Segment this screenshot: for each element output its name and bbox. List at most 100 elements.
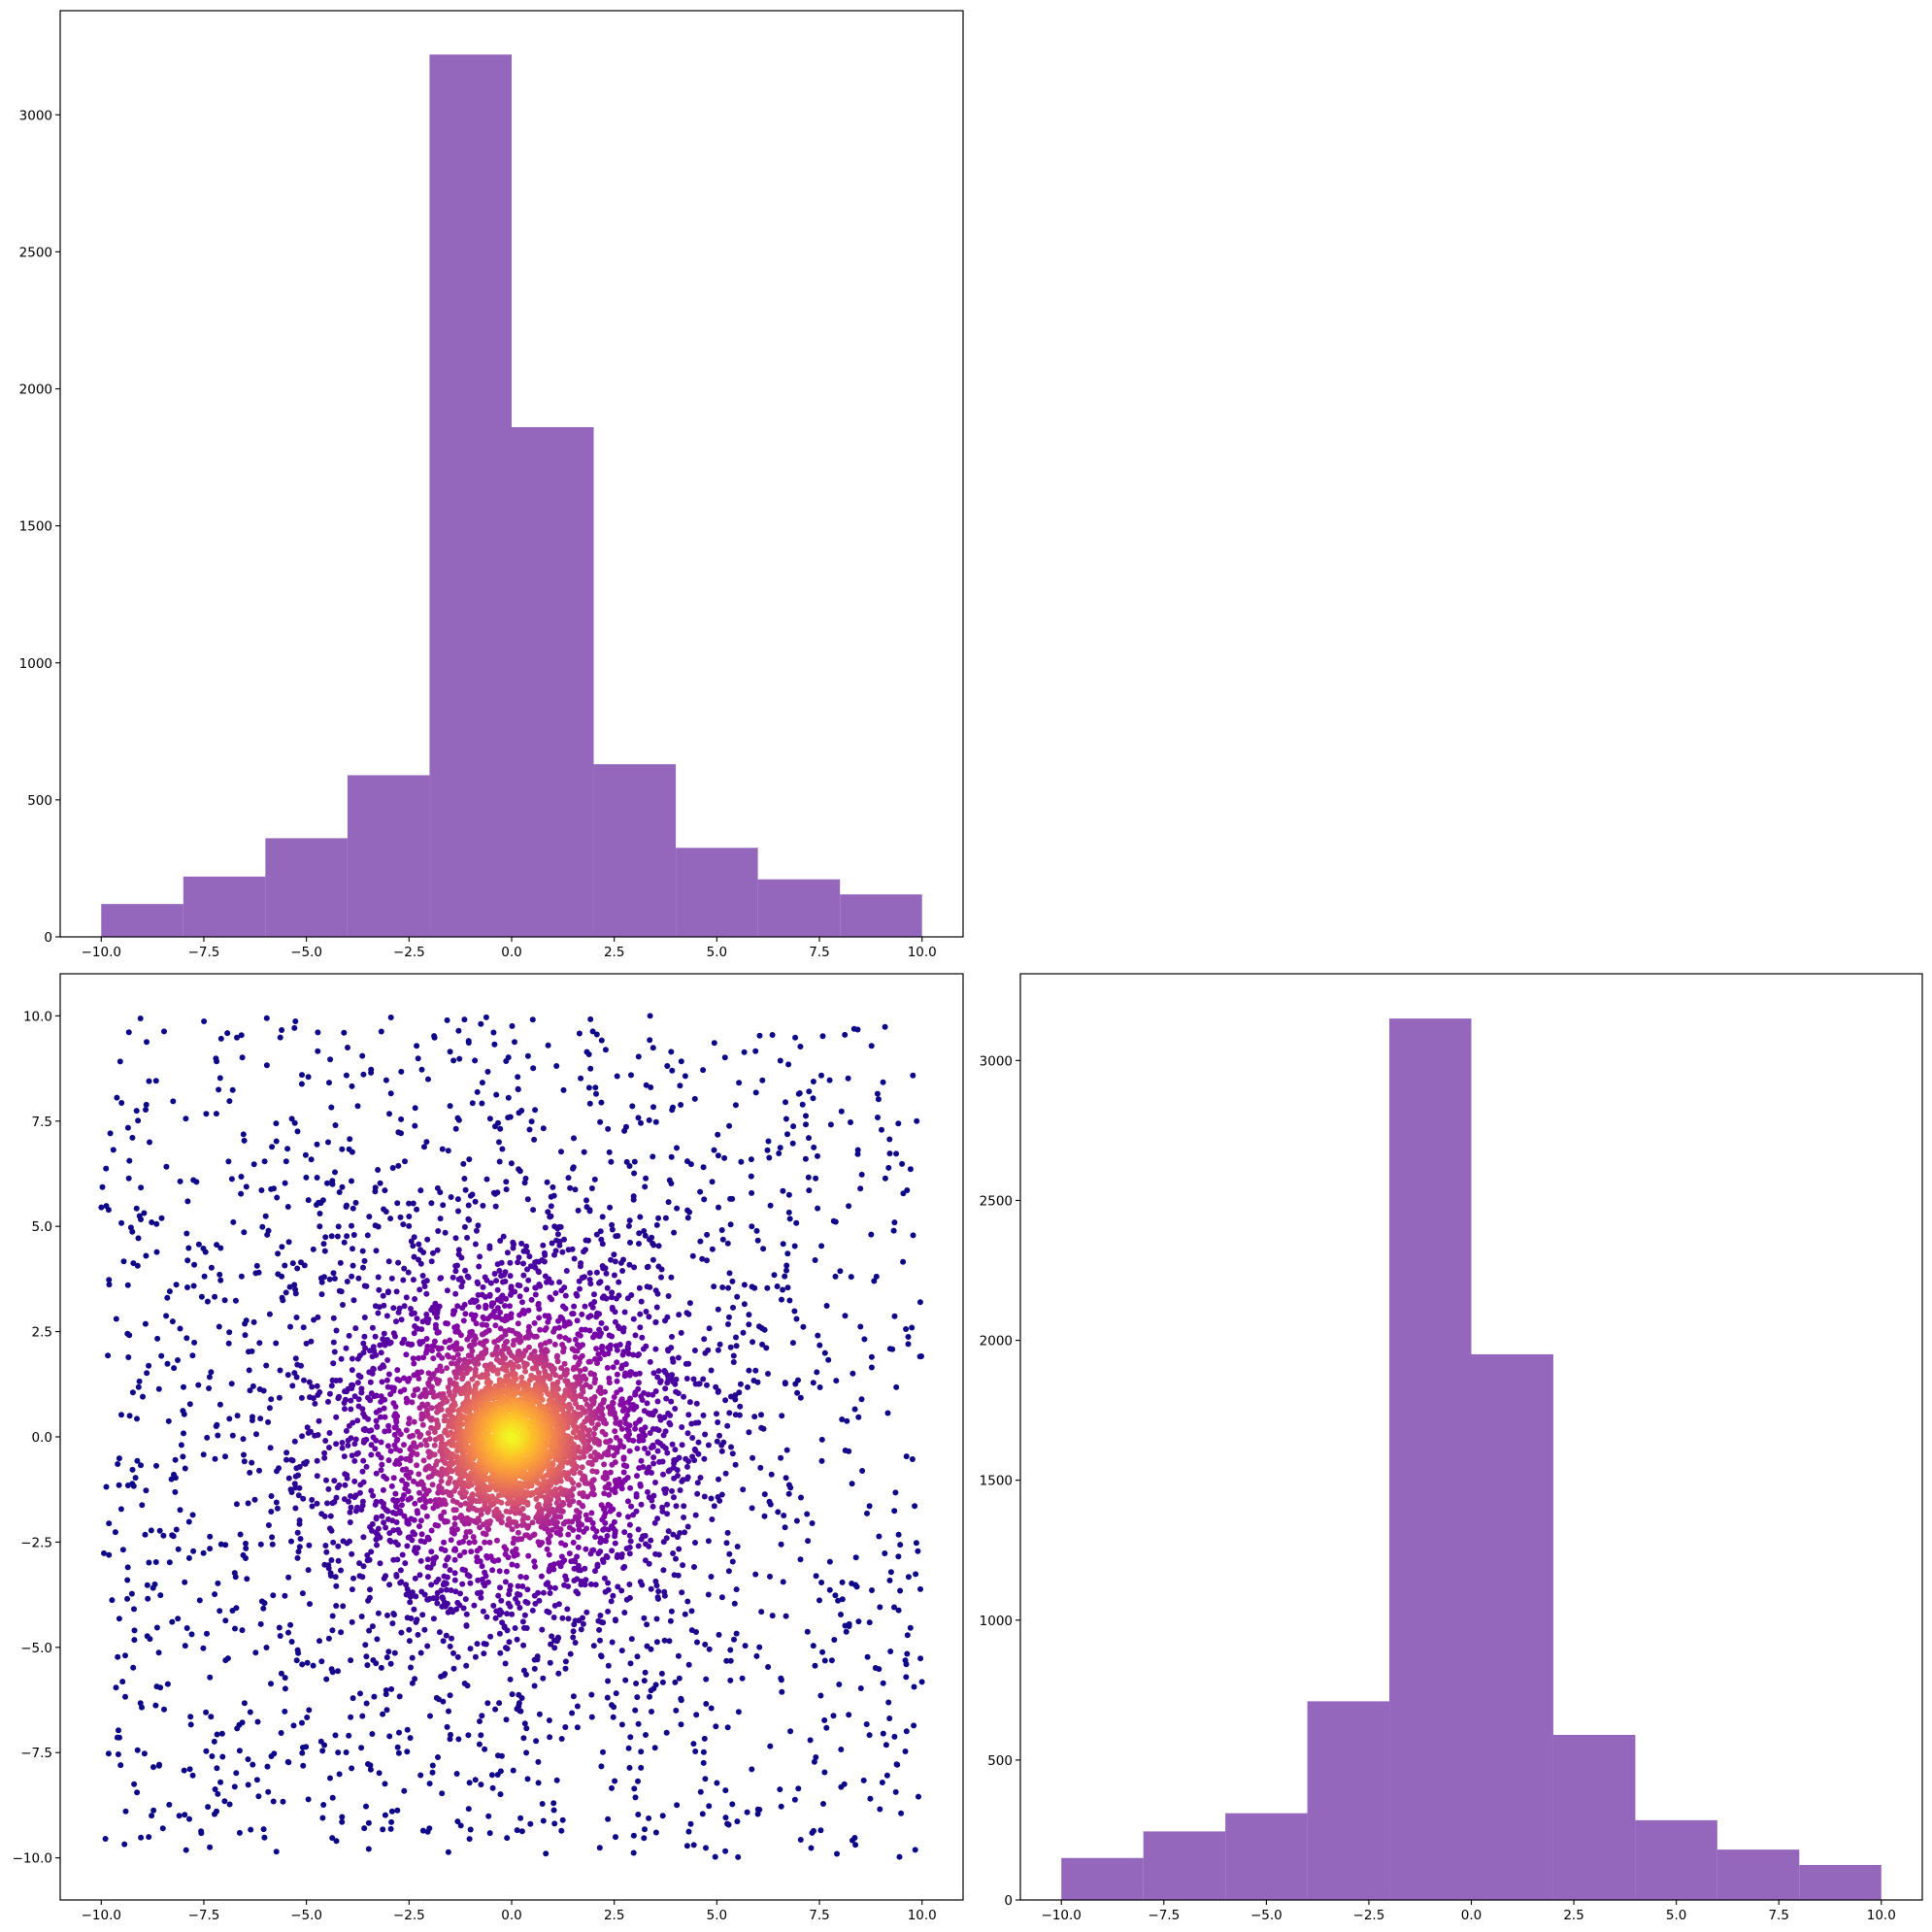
scatter-point	[825, 1356, 832, 1363]
scatter-point	[394, 1807, 401, 1814]
scatter-point	[516, 1282, 523, 1289]
scatter-point	[427, 1498, 434, 1504]
scatter-point	[545, 1318, 551, 1325]
scatter-point	[287, 1621, 294, 1628]
scatter-point	[369, 1370, 376, 1377]
scatter-point	[234, 1413, 241, 1419]
scatter-point	[663, 1395, 670, 1402]
scatter-point	[177, 1325, 183, 1332]
scatter-point	[507, 1303, 513, 1310]
scatter-point	[524, 1196, 531, 1203]
scatter-point	[364, 1552, 371, 1558]
scatter-point	[904, 1632, 911, 1639]
scatter-point	[424, 1643, 431, 1649]
scatter-point	[140, 1393, 146, 1400]
scatter-point	[135, 1383, 142, 1390]
scatter-point	[472, 1653, 479, 1660]
scatter-point	[418, 1531, 425, 1538]
scatter-point	[461, 1176, 468, 1182]
scatter-point	[226, 1098, 233, 1105]
scatter-point	[328, 1104, 335, 1111]
scatter-point	[577, 1490, 583, 1497]
scatter-point	[225, 1340, 232, 1347]
scatter-point	[387, 1538, 394, 1545]
scatter-point	[266, 1405, 273, 1412]
scatter-point	[589, 1468, 596, 1475]
scatter-point	[439, 1594, 446, 1601]
scatter-point	[638, 1501, 645, 1508]
scatter-point	[609, 1461, 616, 1468]
histogram-top-x-tick-label: 7.5	[809, 945, 829, 960]
scatter-point	[823, 1303, 830, 1309]
scatter-point	[662, 1215, 669, 1221]
scatter-point	[912, 1847, 918, 1853]
scatter-point	[134, 1789, 141, 1796]
scatter-point	[647, 1013, 653, 1019]
scatter-point	[451, 1577, 458, 1583]
scatter-point	[783, 1475, 789, 1482]
scatter-point	[674, 1802, 681, 1809]
scatter-point	[216, 1323, 222, 1330]
scatter-point	[618, 1551, 625, 1557]
scatter-point	[590, 1430, 597, 1437]
scatter-point	[612, 1477, 618, 1483]
scatter-point	[913, 1540, 919, 1547]
scatter-point	[293, 1657, 300, 1664]
scatter-point	[131, 1606, 137, 1613]
scatter-point	[735, 1709, 742, 1715]
scatter-point	[437, 1275, 444, 1282]
scatter-point	[715, 1306, 721, 1313]
scatter-point	[454, 1818, 461, 1825]
scatter-point	[628, 1072, 634, 1079]
scatter-point	[105, 1207, 112, 1214]
scatter-point	[172, 1475, 179, 1482]
scatter-point	[362, 1345, 369, 1351]
scatter-point	[484, 1579, 491, 1585]
scatter-point	[577, 1454, 583, 1461]
scatter-point	[641, 1615, 648, 1621]
scatter-point	[866, 1619, 873, 1626]
scatter-point	[438, 1485, 445, 1492]
scatter-point	[771, 1272, 778, 1279]
scatter-point	[169, 1618, 176, 1625]
scatter-point	[503, 1645, 509, 1651]
scatter-point	[122, 1652, 128, 1659]
scatter-point	[658, 1274, 664, 1281]
scatter-point	[650, 1460, 657, 1467]
scatter-point	[557, 1485, 564, 1492]
scatter-point	[780, 1241, 786, 1248]
scatter-point	[603, 1325, 610, 1332]
scatter-point	[880, 1730, 886, 1737]
scatter-point	[883, 1772, 890, 1779]
scatter-point	[633, 1491, 640, 1497]
scatter-point	[185, 1554, 192, 1561]
scatter-point	[172, 1488, 179, 1495]
scatter-point	[186, 1815, 192, 1822]
scatter-point	[329, 1835, 336, 1842]
scatter-point	[611, 1452, 617, 1459]
scatter-point	[357, 1690, 363, 1697]
scatter-point	[568, 1558, 575, 1565]
scatter-point	[240, 1436, 247, 1443]
scatter-point	[606, 1332, 613, 1339]
scatter-point	[396, 1377, 403, 1383]
scatter-point	[211, 1738, 217, 1745]
scatter-point	[838, 1783, 845, 1790]
scatter-point	[492, 1123, 498, 1130]
scatter-point	[907, 1624, 914, 1631]
scatter-point	[716, 1631, 722, 1638]
scatter-point	[611, 1394, 617, 1400]
scatter-point	[611, 1251, 617, 1258]
scatter-point	[617, 1401, 624, 1408]
scatter-point	[510, 1342, 516, 1349]
scatter-point	[340, 1302, 346, 1308]
scatter-point	[361, 1315, 368, 1320]
scatter-point	[699, 1811, 706, 1817]
scatter-point	[454, 1196, 461, 1203]
scatter-point	[454, 1653, 461, 1660]
scatter-point	[536, 1597, 543, 1604]
scatter-point	[437, 1189, 444, 1196]
scatter-point	[417, 1187, 424, 1194]
scatter-point	[383, 1313, 390, 1319]
scatter-point	[895, 1120, 902, 1127]
